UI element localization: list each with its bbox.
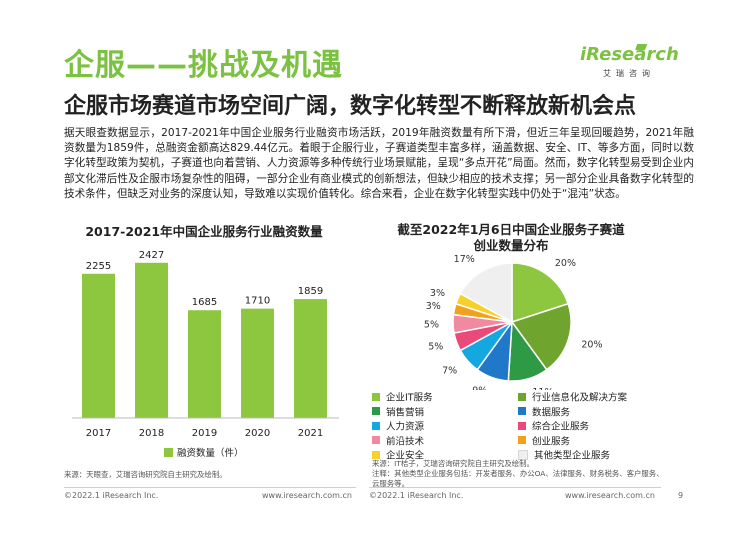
bar-2017 <box>82 273 115 418</box>
pie-chart-title-line1: 截至2022年1月6日中国企业服务子赛道 <box>397 222 625 237</box>
legend-label: 企业IT服务 <box>386 392 433 404</box>
x-tick-label: 2020 <box>245 428 270 439</box>
pie-value-label: 11% <box>532 387 553 390</box>
legend-swatch <box>372 407 380 415</box>
bar-chart: 2255 2017 2427 2018 1685 2019 1710 2020 1859 2021… <box>72 250 339 459</box>
pie-legend-item: 企业IT服务 <box>372 386 433 405</box>
pie-legend-item: 综合企业服务 <box>518 415 589 434</box>
x-tick-label: 2017 <box>86 428 111 439</box>
legend-label: 数据服务 <box>532 407 571 418</box>
legend-label: 企业安全 <box>386 450 425 462</box>
bar-2018 <box>135 262 168 418</box>
pie-slice-2 <box>510 302 572 371</box>
legend-label: 综合企业服务 <box>532 421 590 433</box>
pie-slice-10 <box>459 262 513 324</box>
pie-value-label: 5% <box>424 319 439 330</box>
pie-value-label: 3% <box>426 301 441 312</box>
legend-label: 人力资源 <box>386 421 425 433</box>
bar-value-label: 1685 <box>192 297 217 308</box>
bar-value-label: 1859 <box>298 286 323 297</box>
legend-swatch <box>518 392 526 401</box>
bar-2021 <box>294 299 327 418</box>
footer-copyright-right: ©2022.1 iResearch Inc. <box>369 491 464 500</box>
x-tick-label: 2021 <box>298 428 323 439</box>
pie-value-label: 20% <box>555 258 576 269</box>
legend-swatch <box>164 448 173 457</box>
bar-2020 <box>241 308 274 418</box>
pie-chart: 20% 20% 11% 9% 7% 5% 5% 3% 3% 17% <box>424 254 603 390</box>
page-subtitle: 企服市场赛道市场空间广阔，数字化转型不断释放新机会点 <box>64 94 637 119</box>
pie-value-label: 17% <box>454 254 475 265</box>
legend-label: 行业信息化及解决方案 <box>532 392 628 404</box>
legend-label: 销售营销 <box>386 407 425 418</box>
intro-paragraph: 据天眼查数据显示，2017-2021年中国企业服务行业融资市场活跃，2019年融… <box>64 127 694 200</box>
logo-subtext: 艾瑞咨询 <box>603 69 655 78</box>
pie-legend-item: 行业信息化及解决方案 <box>518 386 627 405</box>
bar-value-label: 1710 <box>245 296 270 307</box>
logo-wordmark: iResearch <box>580 44 679 65</box>
legend-swatch <box>372 421 380 430</box>
legend-label: 其他类型企业服务 <box>534 450 611 462</box>
pie-value-label: 3% <box>430 288 445 299</box>
pie-legend-item: 销售营销 <box>372 401 424 420</box>
legend-swatch <box>518 436 526 444</box>
pie-legend-item: 前沿技术 <box>372 430 424 449</box>
pie-legend-item: 人力资源 <box>372 415 424 434</box>
bar-2019 <box>188 310 221 418</box>
footer-divider-right <box>369 487 661 488</box>
x-tick-label: 2019 <box>192 428 217 439</box>
legend-label: 创业服务 <box>532 436 571 447</box>
legend-swatch <box>518 449 528 460</box>
footer-divider-left <box>64 487 356 488</box>
pie-legend-item: 企业安全 <box>372 444 424 463</box>
pie-legend-item: 其他类型企业服务 <box>518 444 610 463</box>
pie-value-label: 20% <box>581 340 602 351</box>
pie-value-label: 7% <box>442 365 457 376</box>
pie-source-line: 来源：IT桔子，艾瑞咨询研究院自主研究及绘制。 <box>372 459 534 468</box>
legend-swatch <box>518 421 526 430</box>
legend-label: 融资数量（件） <box>177 447 244 459</box>
pie-value-label: 5% <box>428 342 443 353</box>
pie-note-line: 注释：其他类型企业服务包括：开发者服务、办公OA、法律服务、财务税务、客户服务、… <box>372 469 664 488</box>
pie-value-label: 9% <box>472 386 487 390</box>
legend-swatch <box>372 392 380 401</box>
pie-legend-item: 创业服务 <box>518 430 570 449</box>
bar-chart-title: 2017-2021年中国企业服务行业融资数量 <box>85 224 323 239</box>
footer-copyright-left: ©2022.1 iResearch Inc. <box>64 491 159 500</box>
bar-chart-source: 来源：天眼查，艾瑞咨询研究院自主研究及绘制。 <box>64 470 227 479</box>
pie-slice-1 <box>511 262 570 324</box>
pie-chart-source: 来源：IT桔子，艾瑞咨询研究院自主研究及绘制。 注释：其他类型企业服务包括：开发… <box>372 459 664 489</box>
pie-legend: 企业IT服务 行业信息化及解决方案销售营销 数据服务人力资源 综合企业服务前沿技术 创业… <box>372 386 662 463</box>
x-tick-label: 2018 <box>139 428 164 439</box>
bar-value-label: 2255 <box>86 261 111 272</box>
page-number: 9 <box>678 491 684 500</box>
iresearch-logo <box>580 42 676 92</box>
bar-value-label: 2427 <box>139 250 164 261</box>
page-title: 企服——挑战及机遇 <box>64 48 343 83</box>
pie-chart-title-line2: 创业数量分布 <box>473 238 549 253</box>
pie-legend-item: 数据服务 <box>518 401 570 420</box>
legend-swatch <box>372 450 380 459</box>
legend-label: 前沿技术 <box>386 436 425 447</box>
legend-swatch <box>518 407 526 415</box>
legend-swatch <box>372 436 380 444</box>
footer-url-right: www.iresearch.com.cn <box>565 491 655 500</box>
footer-url-left: www.iresearch.com.cn <box>262 491 352 500</box>
